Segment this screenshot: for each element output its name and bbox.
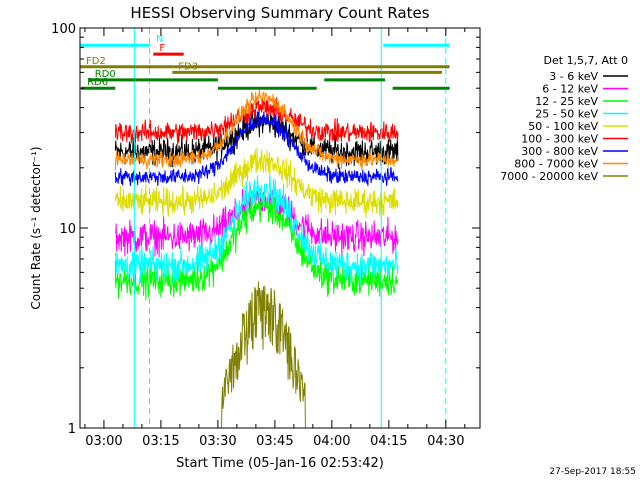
flag-label-rd0: RD0	[95, 69, 116, 80]
y-axis-title: Count Rate (s⁻¹ detector⁻¹)	[29, 146, 43, 309]
axes: 1 10 100 03:00 03:15 03:30 03:45 04:00 04:15 04:3…	[51, 22, 481, 449]
y-tick-label-2: 10	[59, 222, 76, 237]
y-tick-label-3: 100	[51, 22, 76, 37]
flag-label-fd3: FD3	[178, 61, 198, 72]
series-line-5	[114, 147, 399, 219]
legend-label-8: 800 - 7000 keV	[514, 158, 598, 171]
legend-title: Det 1,5,7, Att 0	[544, 54, 628, 67]
flag-label-n: N	[156, 34, 163, 45]
chart-title: HESSI Observing Summary Count Rates	[130, 4, 429, 22]
legend-label-1: 3 - 6 keV	[549, 70, 598, 83]
series-line-4	[114, 170, 399, 286]
x-tick-label-3: 03:30	[199, 434, 236, 449]
x-tick-label-5: 04:00	[313, 434, 350, 449]
legend-label-9: 7000 - 20000 keV	[500, 170, 598, 183]
legend-label-3: 12 - 25 keV	[535, 95, 598, 108]
series-line-8	[114, 89, 399, 171]
x-axis-title: Start Time (05-Jan-16 02:53:42)	[176, 456, 384, 471]
series-line-2	[114, 185, 399, 258]
legend-label-2: 6 - 12 keV	[542, 83, 598, 96]
legend-label-6: 100 - 300 keV	[521, 133, 598, 146]
x-tick-label-6: 04:15	[370, 434, 407, 449]
x-tick-label-7: 04:30	[427, 434, 464, 449]
x-tick-label-4: 03:45	[256, 434, 293, 449]
x-tick-label-2: 03:15	[142, 434, 179, 449]
flag-label-rd6: RD6	[87, 77, 108, 88]
legend-label-7: 300 - 800 keV	[521, 145, 598, 158]
series-line-7	[114, 111, 399, 187]
legend-label-4: 25 - 50 keV	[535, 108, 598, 121]
series-line-6	[114, 97, 399, 145]
legend-label-5: 50 - 100 keV	[528, 120, 598, 133]
y-tick-label-1: 1	[68, 422, 76, 437]
flag-label-fd2: FD2	[86, 56, 106, 67]
flag-label-f: F	[159, 43, 165, 54]
footer-date: 27-Sep-2017 18:55	[549, 467, 636, 477]
x-tick-label-1: 03:00	[85, 434, 122, 449]
